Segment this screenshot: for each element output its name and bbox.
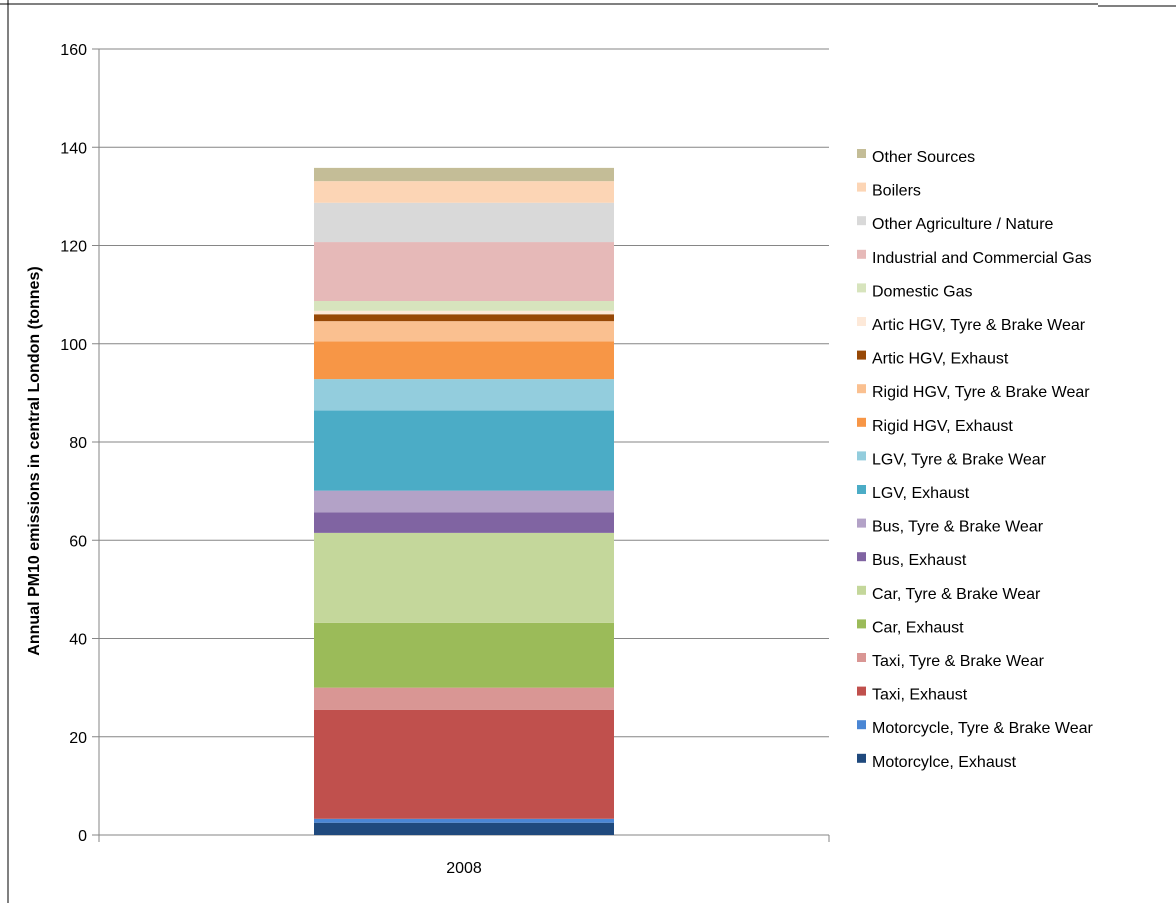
legend-swatch <box>857 317 866 326</box>
bar-segment <box>314 242 614 302</box>
legend-swatch <box>857 216 866 226</box>
legend-label: Car, Tyre & Brake Wear <box>872 586 1041 603</box>
bar-segment <box>314 314 614 322</box>
legend-label: LGV, Tyre & Brake Wear <box>872 451 1047 468</box>
legend-label: Motorcycle, Tyre & Brake Wear <box>872 720 1093 737</box>
y-tick-label: 0 <box>78 828 87 845</box>
x-tick-label: 2008 <box>446 860 482 877</box>
y-axis-title: Annual PM10 emissions in central London … <box>26 266 43 655</box>
y-tick-label: 160 <box>60 42 87 59</box>
legend-label: Boilers <box>872 183 921 200</box>
bar-segment <box>314 490 614 513</box>
bar-segment <box>314 709 614 819</box>
stacked-bar <box>314 167 614 835</box>
bar-segment <box>314 532 614 623</box>
legend-label: Taxi, Exhaust <box>872 687 968 704</box>
legend-label: Artic HGV, Exhaust <box>872 351 1009 368</box>
y-tick-label: 60 <box>69 533 87 550</box>
bar-segment <box>314 301 614 311</box>
legend-swatch <box>857 417 866 427</box>
legend-label: Motorcylce, Exhaust <box>872 754 1017 771</box>
legend-swatch <box>857 585 866 595</box>
legend-label: Domestic Gas <box>872 283 972 300</box>
y-tick-label: 80 <box>69 435 87 452</box>
legend-label: Bus, Exhaust <box>872 552 967 569</box>
legend-swatch <box>857 753 866 763</box>
y-tick-label: 140 <box>60 140 87 157</box>
axes: 0 20 40 60 80 100 120 140 160 2008 <box>60 42 830 877</box>
legend-label: Industrial and Commercial Gas <box>872 250 1092 267</box>
legend-swatch <box>857 686 866 696</box>
y-tick-label: 120 <box>60 239 87 256</box>
legend-swatch <box>857 451 866 461</box>
legend-label: Bus, Tyre & Brake Wear <box>872 519 1044 536</box>
bar-segment <box>314 622 614 688</box>
legend-swatch <box>857 518 866 528</box>
legend-swatch <box>857 384 866 394</box>
y-tick-label: 40 <box>69 632 87 649</box>
legend-label: Rigid HGV, Exhaust <box>872 418 1013 435</box>
bar-segment <box>314 341 614 380</box>
legend-swatch <box>857 283 866 293</box>
bar-segment <box>314 310 614 315</box>
legend-label: Car, Exhaust <box>872 619 964 636</box>
bar-segment <box>314 321 614 342</box>
bar-segment <box>314 379 614 411</box>
legend-swatch <box>857 485 866 494</box>
legend-swatch <box>857 182 866 192</box>
y-tick-label: 100 <box>60 337 87 354</box>
legend: Other Sources Boilers Other Agriculture / … <box>857 149 1093 771</box>
legend-swatch <box>857 653 866 662</box>
legend-swatch <box>857 149 866 158</box>
legend-label: Other Agriculture / Nature <box>872 216 1054 233</box>
bar-segment <box>314 410 614 491</box>
legend-swatch <box>857 249 866 259</box>
legend-label: Taxi, Tyre & Brake Wear <box>872 653 1045 670</box>
bar-segment <box>314 818 614 823</box>
legend-swatch <box>857 720 866 730</box>
bar-segment <box>314 167 614 182</box>
legend-label: Rigid HGV, Tyre & Brake Wear <box>872 384 1090 401</box>
bar-segment <box>314 687 614 710</box>
legend-swatch <box>857 552 866 562</box>
bar-segment <box>314 202 614 243</box>
y-tick-label: 20 <box>69 730 87 747</box>
legend-label: Artic HGV, Tyre & Brake Wear <box>872 317 1086 334</box>
legend-swatch <box>857 350 866 360</box>
bar-segment <box>314 822 614 835</box>
bar-segment <box>314 181 614 203</box>
bar-segment <box>314 512 614 533</box>
legend-label: Other Sources <box>872 149 975 166</box>
legend-swatch <box>857 619 866 629</box>
legend-label: LGV, Exhaust <box>872 485 970 502</box>
